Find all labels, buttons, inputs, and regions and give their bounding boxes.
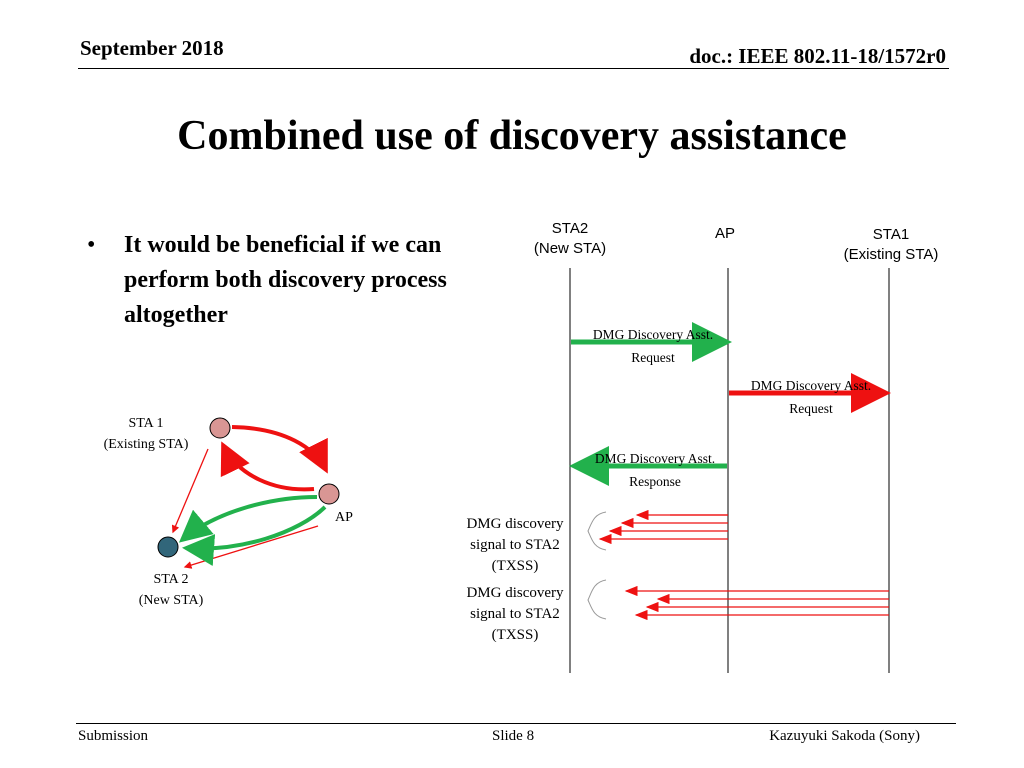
footer-slide-number: Slide 8 bbox=[492, 728, 535, 744]
msg3-label: DMG Discovery Asst. Response bbox=[575, 447, 735, 493]
footer-author: Kazuyuki Sakoda (Sony) bbox=[769, 728, 920, 744]
col-header-sta2-role: (New STA) bbox=[533, 240, 607, 257]
topology-diagram bbox=[157, 417, 340, 569]
msg1-label: DMG Discovery Asst. Request bbox=[573, 323, 733, 369]
ap-to-sta2-curve-a bbox=[178, 495, 318, 543]
header-date: September 2018 bbox=[80, 36, 224, 60]
brace-sweep-ap bbox=[587, 511, 607, 551]
footer-rule bbox=[76, 723, 956, 724]
txss-label-ap-line3: (TXSS) bbox=[491, 558, 539, 574]
footer-submission: Submission bbox=[78, 728, 149, 744]
ap-node bbox=[318, 483, 340, 505]
ap-to-sta1-curve bbox=[220, 441, 315, 492]
msg2-label-line2: Request bbox=[789, 401, 833, 416]
sta1-label-name: STA 1 bbox=[128, 416, 164, 431]
col-header-sta1-role: (Existing STA) bbox=[843, 246, 939, 263]
sta1-label: STA 1 (Existing STA) bbox=[80, 413, 212, 455]
slide-title: Combined use of discovery assistance bbox=[177, 113, 847, 159]
txss-label-ap: DMG discovery signal to STA2 (TXSS) bbox=[455, 514, 575, 577]
txss-label-sta1-line3: (TXSS) bbox=[491, 627, 539, 643]
txss-sweep-ap bbox=[598, 509, 728, 545]
sta1-to-sta2-arrow bbox=[171, 448, 209, 534]
txss-label-ap-line1: DMG discovery bbox=[466, 516, 564, 532]
col-header-sta1: STA1 (Existing STA) bbox=[830, 225, 952, 265]
txss-label-sta1-line2: signal to STA2 bbox=[470, 606, 560, 622]
header-doc-id: doc.: IEEE 802.11-18/1572r0 bbox=[689, 44, 946, 68]
txss-label-ap-line2: signal to STA2 bbox=[470, 537, 560, 553]
msg1-label-line1: DMG Discovery Asst. bbox=[592, 327, 714, 342]
txss-label-sta1: DMG discovery signal to STA2 (TXSS) bbox=[455, 583, 575, 646]
ap-label: AP bbox=[335, 510, 353, 525]
header-rule bbox=[78, 68, 949, 69]
sta1-node bbox=[209, 417, 231, 439]
msg1-label-line2: Request bbox=[631, 350, 675, 365]
msg3-label-line1: DMG Discovery Asst. bbox=[594, 451, 716, 466]
col-header-ap: AP bbox=[714, 225, 735, 242]
sta2-label-name: STA 2 bbox=[153, 572, 189, 587]
brace-sweep-sta1 bbox=[587, 579, 607, 620]
ap-to-sta2-curve-b bbox=[182, 505, 327, 567]
bullet-text: It would be beneficial if we can perform… bbox=[124, 232, 447, 328]
ap-to-sta2-arrow bbox=[183, 525, 319, 569]
col-header-sta1-name: STA1 bbox=[872, 226, 910, 243]
msg2-label-line1: DMG Discovery Asst. bbox=[750, 378, 872, 393]
col-header-sta2-name: STA2 bbox=[551, 220, 589, 237]
msg2-label: DMG Discovery Asst. Request bbox=[730, 374, 892, 420]
bullet-marker: • bbox=[87, 232, 96, 258]
col-header-sta2: STA2 (New STA) bbox=[510, 219, 630, 259]
sta1-label-role: (Existing STA) bbox=[103, 437, 189, 452]
sta1-to-ap-curve bbox=[231, 425, 328, 474]
sequence-diagram bbox=[569, 268, 891, 673]
sta2-label: STA 2 (New STA) bbox=[110, 569, 232, 611]
txss-label-sta1-line1: DMG discovery bbox=[466, 585, 564, 601]
txss-sweep-sta1 bbox=[624, 585, 889, 621]
msg3-label-line2: Response bbox=[629, 474, 681, 489]
sta2-node bbox=[157, 536, 179, 558]
sta2-label-role: (New STA) bbox=[138, 593, 204, 608]
